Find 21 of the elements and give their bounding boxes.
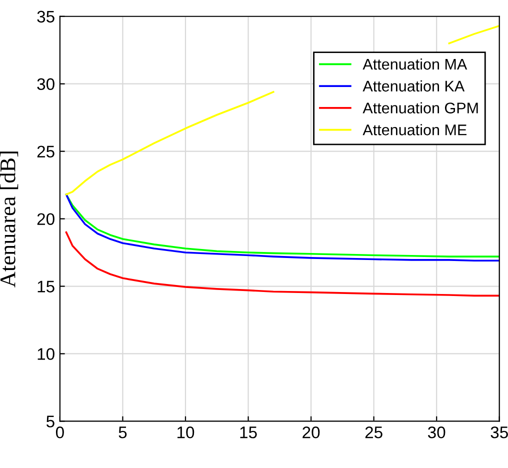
x-tick-label: 20 xyxy=(302,426,320,438)
x-tick-label: 15 xyxy=(240,426,257,438)
y-tick-label: 30 xyxy=(37,78,54,90)
line-series xyxy=(65,231,500,297)
x-tick-label: 35 xyxy=(490,426,508,438)
x-tick-label: 10 xyxy=(177,426,194,438)
x-tick-label: 5 xyxy=(118,426,127,438)
legend-label: Attenuation ME xyxy=(362,124,466,136)
x-tick-label: 0 xyxy=(56,426,64,438)
y-tick-label: 15 xyxy=(38,280,54,292)
x-tick-label: 30 xyxy=(428,426,446,438)
legend-label: Attenuation MA xyxy=(362,58,468,70)
y-tick-label: 20 xyxy=(37,213,54,225)
y-tick-label: 35 xyxy=(37,10,54,23)
y-tick-label: 10 xyxy=(38,348,54,360)
legend-label: Attenuation KA xyxy=(362,80,465,92)
y-tick-label: 25 xyxy=(37,146,54,158)
y-tick-label: 5 xyxy=(46,416,54,428)
y-axis-title: Atenuarea [dB] xyxy=(0,152,18,288)
legend-label: Attenuation GPM xyxy=(362,102,478,114)
x-tick-label: 25 xyxy=(365,426,382,438)
